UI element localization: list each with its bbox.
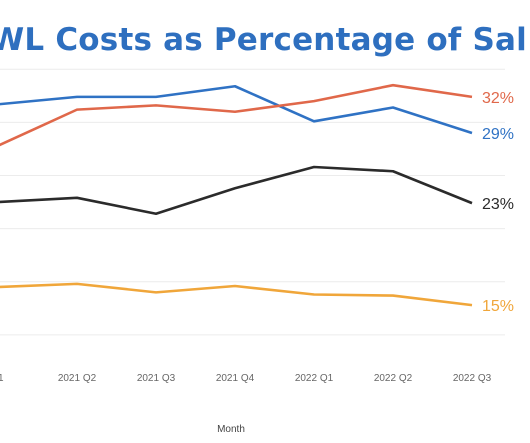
gridlines	[0, 68, 505, 336]
series-line-3	[0, 282, 473, 307]
series-end-label-0: 29%	[482, 126, 514, 143]
series-line-0	[0, 84, 473, 135]
x-tick-label: 2022 Q2	[374, 373, 413, 384]
x-axis-ticks: 1 2021 Q2 2021 Q3 2021 Q4 2022 Q1 2022 Q2 2022…	[0, 373, 492, 384]
series-line-1	[0, 83, 473, 147]
series-end-label-3: 15%	[482, 298, 514, 315]
x-tick-label: 2021 Q4	[216, 373, 255, 384]
x-tick-label: 2022 Q1	[295, 373, 334, 384]
series-end-label-1: 32%	[482, 90, 514, 107]
series-end-label-2: 23%	[482, 196, 514, 213]
x-tick-label: 2022 Q3	[453, 373, 492, 384]
x-tick-label: 2021 Q2	[58, 373, 97, 384]
end-labels: 29% 32% 23% 15%	[482, 90, 514, 315]
series-line-2	[0, 165, 473, 216]
x-tick-label: 2021 Q3	[137, 373, 176, 384]
series-lines	[0, 83, 473, 307]
chart-title: WL Costs as Percentage of Sal	[0, 22, 527, 58]
x-tick-label: 1	[0, 373, 4, 384]
x-axis-title: Month	[217, 424, 245, 435]
